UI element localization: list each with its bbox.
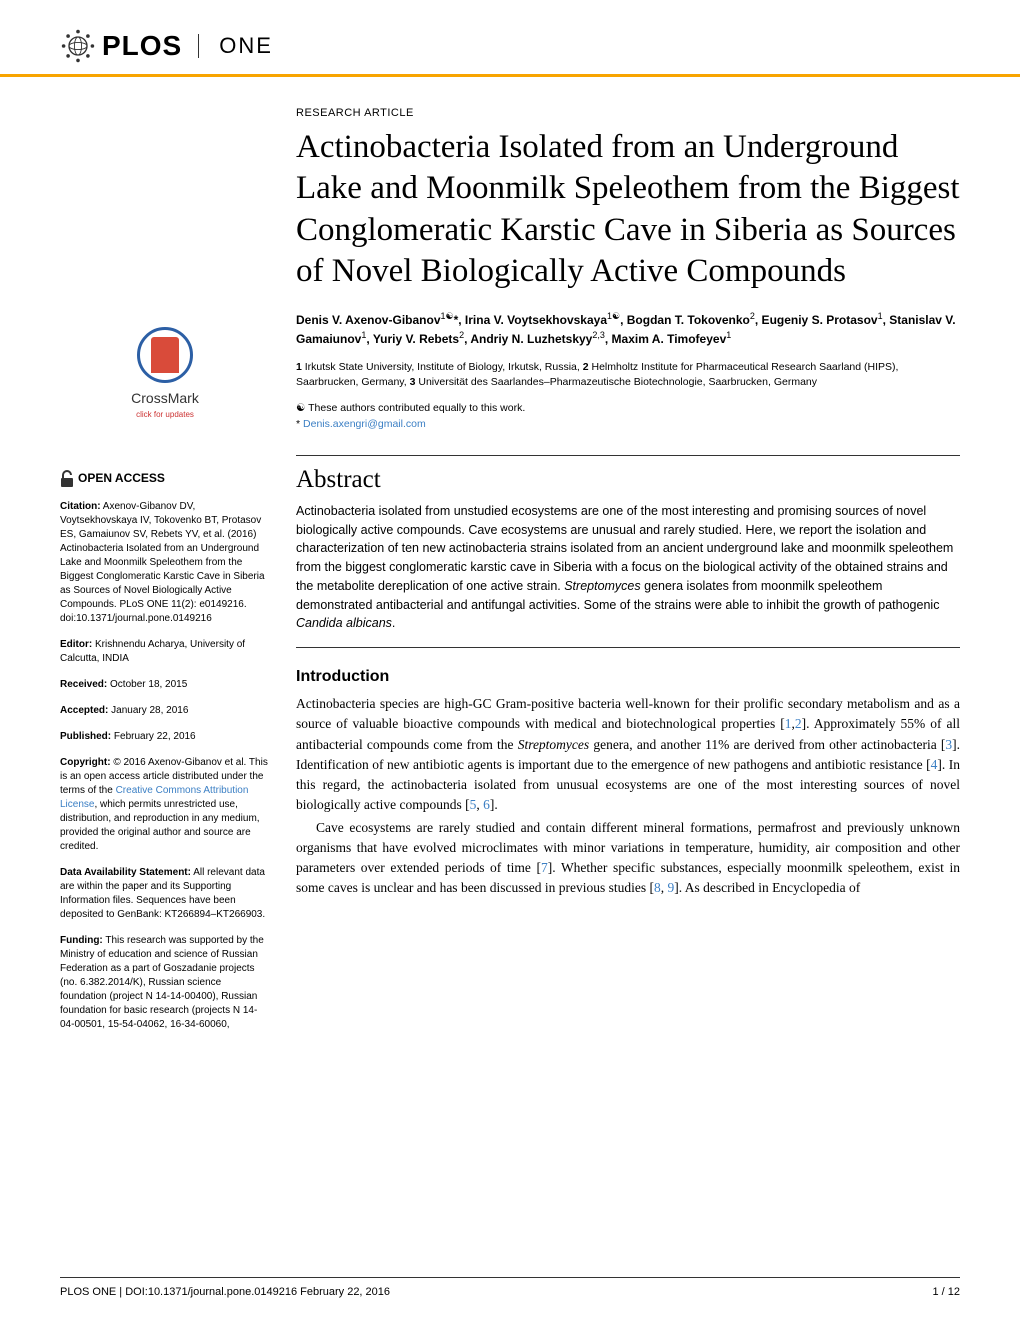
intro-paragraph-1: Actinobacteria species are high-GC Gram-… xyxy=(296,694,960,816)
abstract-text: Actinobacteria isolated from unstudied e… xyxy=(296,502,960,633)
journal-name-primary: PLOS xyxy=(102,30,182,62)
sidebar: CrossMark click for updates OPEN ACCESS … xyxy=(60,107,270,1044)
introduction-heading: Introduction xyxy=(296,668,960,686)
citation-label: Citation: xyxy=(60,501,101,512)
crossmark-icon xyxy=(137,327,193,383)
footer-citation: PLOS ONE | DOI:10.1371/journal.pone.0149… xyxy=(60,1286,390,1298)
copyright-label: Copyright: xyxy=(60,757,111,768)
page-footer: PLOS ONE | DOI:10.1371/journal.pone.0149… xyxy=(60,1277,960,1298)
accepted-block: Accepted: January 28, 2016 xyxy=(60,704,270,718)
open-access-row: OPEN ACCESS xyxy=(60,470,270,488)
open-access-label: OPEN ACCESS xyxy=(78,470,165,487)
plos-globe-icon xyxy=(60,28,96,64)
crossmark-label: CrossMark xyxy=(131,389,199,409)
editor-label: Editor: xyxy=(60,639,92,650)
crossmark-sublabel: click for updates xyxy=(136,409,194,420)
section-divider-top xyxy=(296,455,960,456)
author-list: Denis V. Axenov-Gibanov1☯*, Irina V. Voy… xyxy=(296,310,960,348)
journal-header: PLOS ONE xyxy=(0,0,1020,77)
funding-block: Funding: This research was supported by … xyxy=(60,934,270,1032)
accepted-text: January 28, 2016 xyxy=(108,705,188,716)
section-divider-bottom xyxy=(296,647,960,648)
published-label: Published: xyxy=(60,731,111,742)
affiliation-list: 1 Irkutsk State University, Institute of… xyxy=(296,360,960,389)
corresponding-email[interactable]: Denis.axengri@gmail.com xyxy=(303,418,426,430)
published-block: Published: February 22, 2016 xyxy=(60,730,270,744)
editor-block: Editor: Krishnendu Acharya, University o… xyxy=(60,638,270,666)
intro-paragraph-2: Cave ecosystems are rarely studied and c… xyxy=(296,818,960,899)
accepted-label: Accepted: xyxy=(60,705,108,716)
copyright-block: Copyright: © 2016 Axenov-Gibanov et al. … xyxy=(60,756,270,854)
abstract-heading: Abstract xyxy=(296,466,960,494)
crossmark-badge[interactable]: CrossMark click for updates xyxy=(60,327,270,420)
logo-divider xyxy=(198,34,199,58)
contribution-notes: ☯ These authors contributed equally to t… xyxy=(296,401,960,433)
equal-contrib-note: ☯ These authors contributed equally to t… xyxy=(296,402,525,414)
funding-label: Funding: xyxy=(60,935,103,946)
data-availability-block: Data Availability Statement: All relevan… xyxy=(60,866,270,922)
journal-logo: PLOS ONE xyxy=(60,28,960,64)
data-label: Data Availability Statement: xyxy=(60,867,191,878)
article-main: RESEARCH ARTICLE Actinobacteria Isolated… xyxy=(296,107,960,1044)
journal-name-secondary: ONE xyxy=(219,33,273,59)
published-text: February 22, 2016 xyxy=(111,731,196,742)
citation-block: Citation: Axenov-Gibanov DV, Voytsekhovs… xyxy=(60,500,270,626)
page-number: 1 / 12 xyxy=(932,1286,960,1298)
citation-text: Axenov-Gibanov DV, Voytsekhovskaya IV, T… xyxy=(60,501,265,624)
article-title: Actinobacteria Isolated from an Undergro… xyxy=(296,127,960,292)
funding-text: This research was supported by the Minis… xyxy=(60,935,264,1030)
introduction-body: Actinobacteria species are high-GC Gram-… xyxy=(296,694,960,899)
open-access-lock-icon xyxy=(60,470,74,488)
corresponding-marker: * xyxy=(296,418,300,430)
article-type-label: RESEARCH ARTICLE xyxy=(296,107,960,119)
received-label: Received: xyxy=(60,679,107,690)
received-text: October 18, 2015 xyxy=(107,679,187,690)
received-block: Received: October 18, 2015 xyxy=(60,678,270,692)
